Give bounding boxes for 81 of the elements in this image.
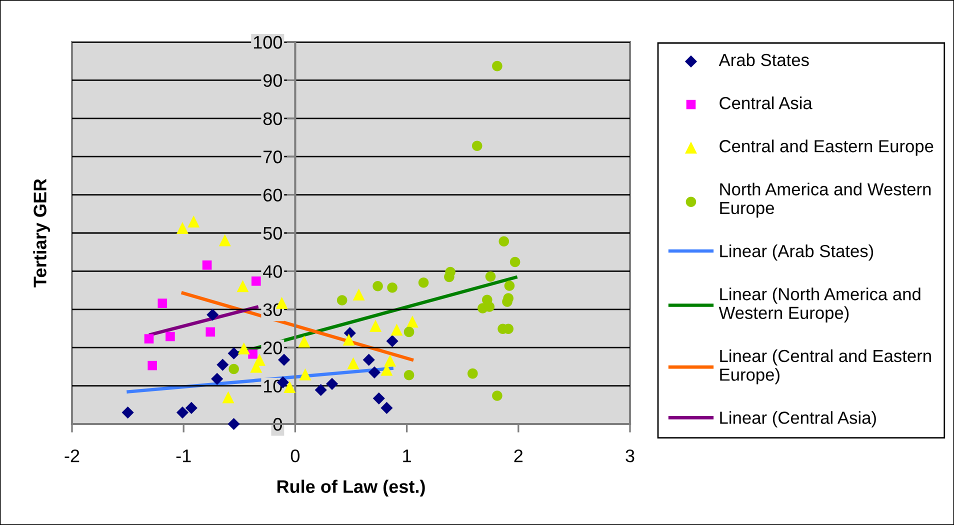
point xyxy=(347,357,360,370)
legend-label: North America and Western Europe xyxy=(720,182,931,218)
point xyxy=(418,278,429,288)
legend-label: Linear (Central and Eastern Europe) xyxy=(720,349,931,384)
point xyxy=(216,358,229,371)
point xyxy=(336,295,348,306)
point xyxy=(222,391,234,404)
point xyxy=(202,260,212,270)
point xyxy=(228,418,240,430)
point xyxy=(185,402,198,414)
y-tick-label: 40 xyxy=(263,265,282,278)
y-axis-title: Tertiary GER xyxy=(33,178,50,288)
x-tick-label: -2 xyxy=(64,449,80,462)
legend-label: Linear (Central Asia) xyxy=(720,411,876,428)
point xyxy=(467,368,478,379)
x-tick-label: 1 xyxy=(403,450,411,462)
x-tick-label: -1 xyxy=(176,450,191,462)
y-tick-label: 90 xyxy=(263,74,282,87)
point xyxy=(228,347,240,360)
y-tick-label: 20 xyxy=(264,342,282,354)
point xyxy=(158,298,168,308)
x-axis-title: Rule of Law (est.) xyxy=(277,480,425,497)
point xyxy=(352,288,365,301)
point xyxy=(472,140,482,152)
point xyxy=(372,392,385,404)
point xyxy=(248,349,258,359)
point xyxy=(250,360,262,373)
y-tick-label: 60 xyxy=(264,188,282,202)
point xyxy=(218,234,231,246)
point xyxy=(206,308,219,321)
point xyxy=(314,384,327,396)
point xyxy=(228,364,239,374)
point xyxy=(144,334,154,344)
point xyxy=(236,280,249,292)
point xyxy=(384,354,396,367)
legend-label: Central Asia xyxy=(720,96,812,110)
point xyxy=(299,368,312,380)
legend-label: Central and Eastern Europe xyxy=(720,140,934,156)
point xyxy=(238,342,250,354)
y-tick-label: 100 xyxy=(254,36,282,49)
point xyxy=(503,293,514,304)
point xyxy=(390,324,403,336)
point xyxy=(298,335,310,348)
x-tick-label: 2 xyxy=(514,449,523,462)
point xyxy=(370,320,382,332)
point xyxy=(368,366,380,378)
point xyxy=(148,360,158,370)
point xyxy=(380,402,393,414)
point xyxy=(504,280,515,291)
point xyxy=(251,276,261,286)
point xyxy=(510,256,520,268)
y-tick-label: 80 xyxy=(263,112,282,126)
point xyxy=(342,334,355,346)
point xyxy=(188,216,200,228)
y-tick-label: 70 xyxy=(264,150,282,164)
x-tick-label: 0 xyxy=(290,449,300,462)
point xyxy=(176,222,188,234)
point xyxy=(284,380,296,393)
point xyxy=(206,327,216,337)
point xyxy=(485,271,496,282)
point xyxy=(176,406,189,419)
point xyxy=(122,406,134,419)
point xyxy=(166,332,175,342)
legend-label: Arab States xyxy=(718,53,809,66)
y-tick-label: 50 xyxy=(263,226,282,240)
point xyxy=(326,378,338,390)
point xyxy=(387,282,398,293)
point xyxy=(404,326,414,338)
point xyxy=(278,354,290,366)
point xyxy=(498,236,510,247)
legend-label: Linear (Arab States) xyxy=(720,244,874,261)
x-tick-label: 3 xyxy=(626,449,634,462)
point xyxy=(211,372,224,385)
point xyxy=(386,335,398,348)
point xyxy=(492,60,502,72)
point xyxy=(362,354,375,366)
legend-label: Linear (North America and Western Europe) xyxy=(718,288,920,322)
point xyxy=(406,316,418,328)
point xyxy=(404,370,414,380)
point xyxy=(372,280,383,292)
point xyxy=(492,390,502,401)
